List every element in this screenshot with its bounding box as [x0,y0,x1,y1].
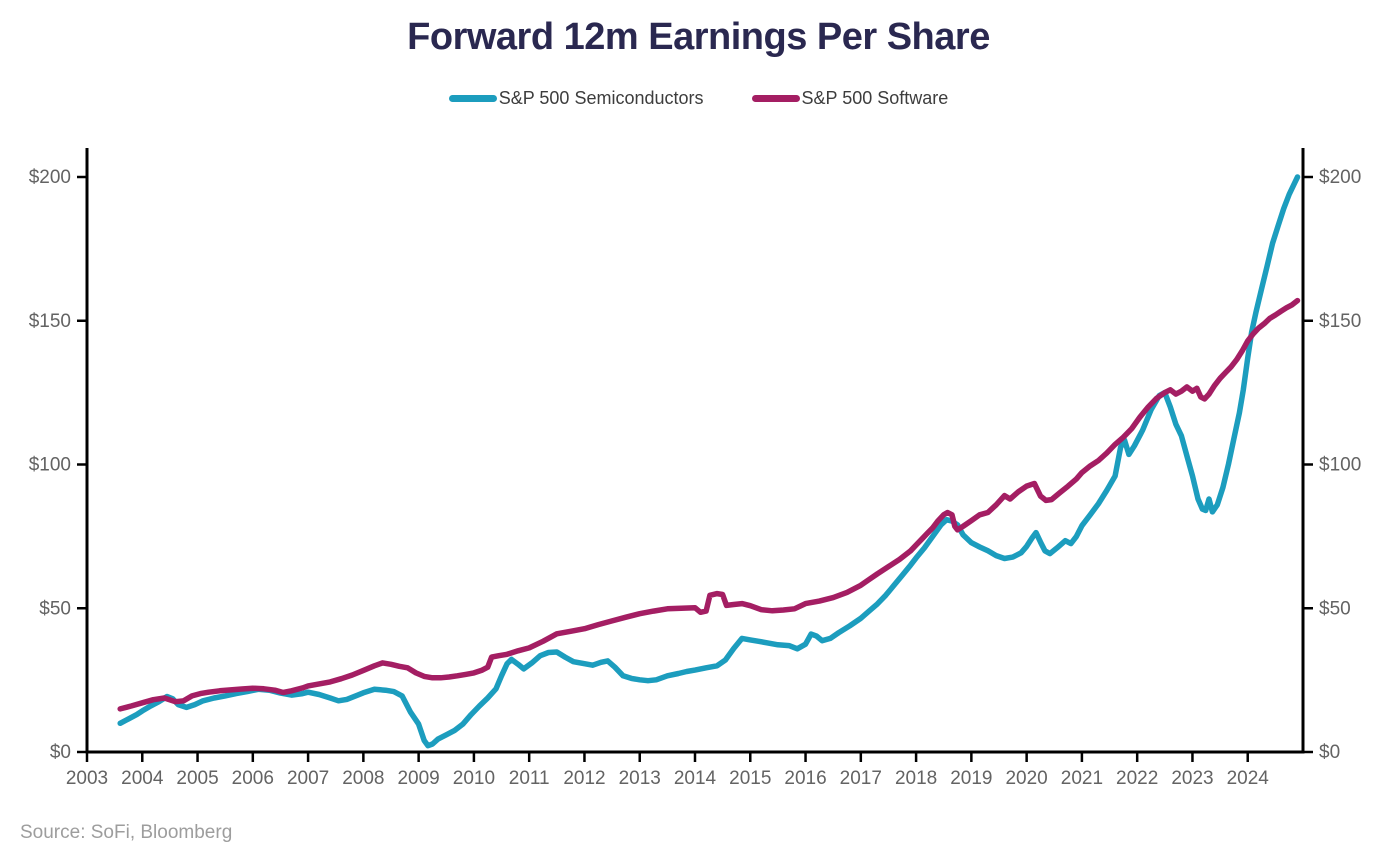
x-axis-tick-label: 2005 [176,768,218,789]
y-axis-tick-label-right: $50 [1319,598,1351,619]
x-axis-tick-label: 2013 [619,768,661,789]
x-axis-tick-label: 2017 [840,768,882,789]
x-axis-tick-label: 2019 [950,768,992,789]
software-line [117,297,1301,712]
x-axis-tick-label: 2011 [509,768,550,789]
y-axis-tick-label-right: $100 [1319,455,1361,476]
x-axis-tick-label: 2010 [453,768,495,789]
x-axis-tick-label: 2023 [1171,768,1213,789]
y-axis-tick-label-left: $200 [29,167,71,188]
software-line-swatch [751,95,800,102]
x-axis-tick-label: 2014 [674,768,717,789]
x-axis-tick-label: 2021 [1061,768,1103,789]
x-axis-tick-label: 2012 [563,768,605,789]
y-axis-tick-label-right: $200 [1319,167,1361,188]
chart-title: Forward 12m Earnings Per Share [407,16,990,58]
legend-item-semiconductors: S&P 500 Semiconductors [448,88,704,109]
y-axis-tick-label-left: $0 [50,742,71,763]
x-axis-tick-label: 2006 [232,768,274,789]
legend-item-software: S&P 500 Software [751,88,949,109]
legend-label-software: S&P 500 Software [801,88,949,108]
x-axis-tick-label: 2015 [729,768,771,789]
legend-label-semiconductors: S&P 500 Semiconductors [498,88,704,108]
x-axis-tick-label: 2009 [397,768,439,789]
chart-legend: S&P 500 Semiconductors S&P 500 Software [0,88,1397,109]
x-axis-tick-label: 2016 [784,768,826,789]
semiconductors-line-swatch [448,95,497,102]
x-axis-tick-label: 2022 [1116,768,1158,789]
y-axis-tick-label-right: $0 [1319,742,1340,763]
x-axis-tick-label: 2008 [342,768,384,789]
y-axis-tick-label-right: $150 [1319,311,1361,332]
semiconductors-line [117,174,1301,749]
source-note: Source: SoFi, Bloomberg [20,822,233,843]
x-axis-tick-label: 2007 [287,768,329,789]
x-axis-tick-label: 2004 [121,768,164,789]
y-axis-tick-label-left: $50 [39,598,71,619]
x-axis-tick-label: 2018 [895,768,937,789]
x-axis-tick-label: 2020 [1005,768,1047,789]
x-axis-tick-label: 2024 [1227,768,1270,789]
x-axis-tick-label: 2003 [66,768,108,789]
y-axis-tick-label-left: $100 [29,455,71,476]
y-axis-tick-label-left: $150 [29,311,71,332]
